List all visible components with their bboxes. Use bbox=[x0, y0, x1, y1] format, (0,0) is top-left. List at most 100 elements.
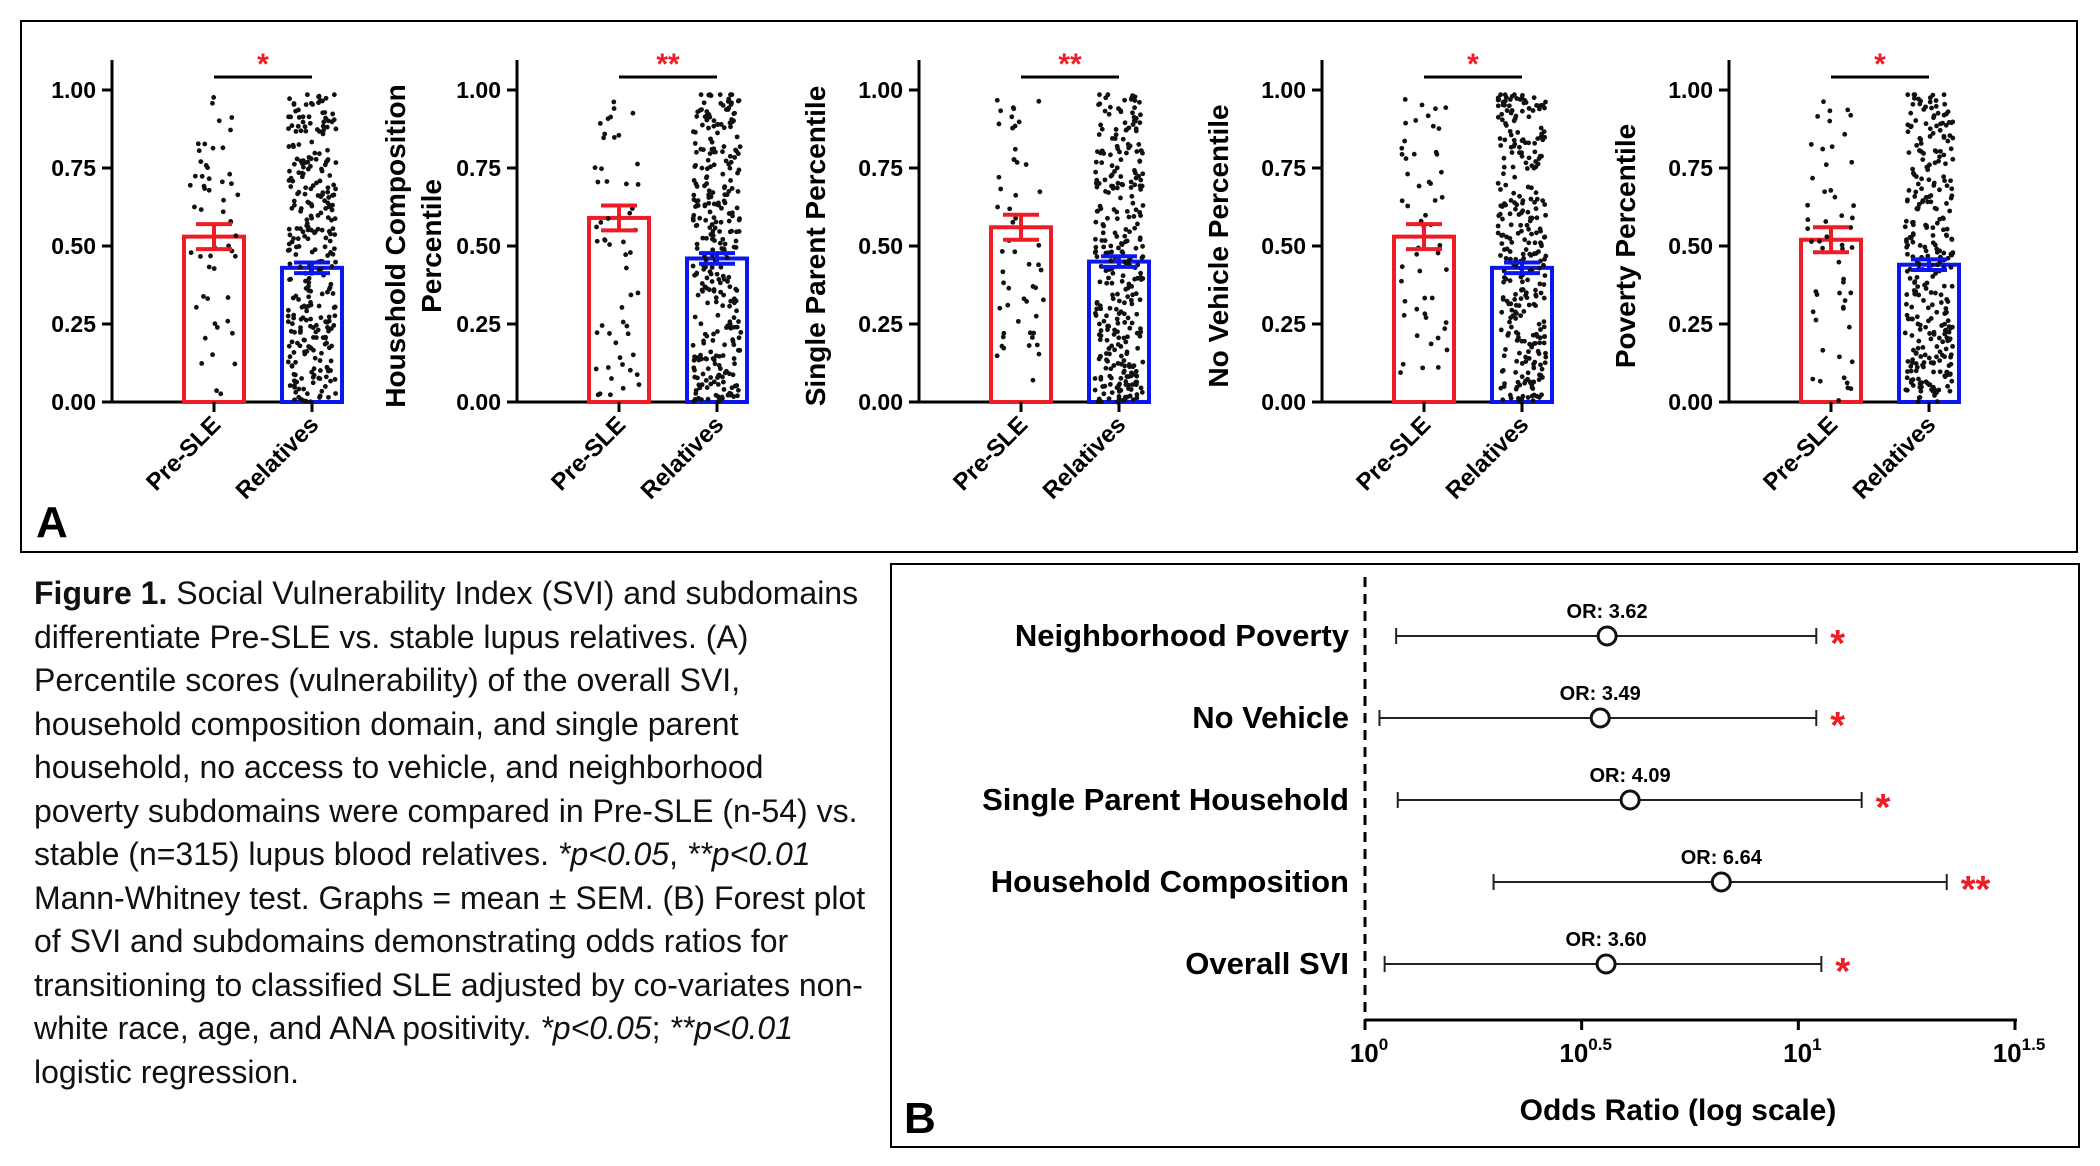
forest-row: Overall SVI OR: 3.60 * bbox=[1185, 929, 1850, 993]
data-point bbox=[1097, 203, 1103, 209]
data-point bbox=[308, 227, 314, 233]
data-point bbox=[193, 304, 199, 310]
data-point bbox=[1840, 246, 1845, 252]
data-point bbox=[1021, 296, 1027, 302]
data-point bbox=[292, 372, 298, 378]
data-point bbox=[332, 232, 338, 238]
data-point bbox=[1108, 258, 1114, 264]
data-point bbox=[1822, 189, 1828, 195]
data-point bbox=[1498, 203, 1504, 209]
data-point bbox=[1501, 155, 1507, 161]
data-point bbox=[1805, 226, 1811, 232]
data-point bbox=[706, 125, 711, 131]
data-point bbox=[1533, 159, 1539, 164]
data-point bbox=[1503, 123, 1509, 128]
data-point bbox=[702, 114, 708, 120]
data-point bbox=[1923, 104, 1928, 110]
data-point bbox=[1520, 251, 1526, 257]
data-point bbox=[302, 124, 308, 130]
data-point bbox=[1112, 347, 1118, 353]
data-point bbox=[720, 303, 726, 309]
data-point bbox=[1512, 297, 1518, 302]
data-point bbox=[205, 165, 210, 171]
y-tick-label: 0.25 bbox=[1261, 311, 1306, 337]
data-point bbox=[1118, 241, 1124, 246]
data-point bbox=[1005, 302, 1011, 308]
data-point bbox=[719, 205, 724, 211]
data-point bbox=[727, 120, 733, 126]
data-point bbox=[692, 314, 698, 320]
y-tick-label: 0.00 bbox=[1668, 389, 1713, 415]
data-point bbox=[305, 199, 311, 205]
data-point bbox=[199, 361, 205, 366]
data-point bbox=[1112, 136, 1118, 142]
data-point bbox=[1932, 148, 1938, 154]
data-point bbox=[1435, 250, 1441, 256]
data-point bbox=[1495, 230, 1501, 236]
data-point bbox=[1399, 145, 1405, 151]
data-point bbox=[1036, 351, 1042, 357]
data-point bbox=[1941, 152, 1947, 158]
data-point bbox=[291, 350, 297, 355]
data-point bbox=[1849, 159, 1855, 165]
data-point bbox=[317, 129, 322, 134]
data-point bbox=[1134, 149, 1140, 154]
significance-marker: * bbox=[1830, 705, 1845, 747]
data-point bbox=[1509, 108, 1515, 113]
data-point bbox=[700, 371, 706, 377]
data-point bbox=[630, 352, 636, 358]
data-point bbox=[1015, 318, 1021, 324]
data-point bbox=[1929, 387, 1934, 392]
data-point bbox=[1502, 201, 1507, 207]
y-tick-label: 1.00 bbox=[1261, 77, 1306, 103]
data-point bbox=[716, 363, 722, 368]
data-point bbox=[1507, 278, 1513, 284]
data-point bbox=[210, 145, 216, 151]
data-point bbox=[1137, 235, 1143, 241]
data-point bbox=[1125, 141, 1131, 147]
data-point bbox=[1535, 136, 1541, 142]
data-point bbox=[313, 322, 319, 328]
data-point bbox=[1908, 110, 1914, 116]
data-point bbox=[597, 121, 603, 126]
data-point bbox=[1403, 156, 1409, 162]
data-point bbox=[999, 249, 1005, 254]
data-point bbox=[1106, 396, 1112, 402]
data-point bbox=[628, 292, 634, 298]
data-point bbox=[1529, 231, 1534, 237]
data-point bbox=[293, 252, 299, 257]
data-point bbox=[1809, 239, 1814, 245]
data-point bbox=[1827, 118, 1833, 124]
data-point bbox=[710, 190, 716, 195]
data-point bbox=[218, 391, 224, 397]
data-point bbox=[1523, 354, 1528, 360]
data-point bbox=[1827, 108, 1833, 114]
data-point bbox=[731, 111, 737, 117]
odds-ratio-label: OR: 6.64 bbox=[1681, 847, 1763, 869]
data-point bbox=[1912, 280, 1917, 286]
data-point bbox=[1126, 281, 1132, 287]
data-point bbox=[220, 145, 226, 151]
data-point bbox=[331, 305, 337, 311]
data-point bbox=[1137, 158, 1143, 164]
data-point bbox=[711, 118, 717, 124]
data-point bbox=[310, 380, 316, 386]
data-point bbox=[705, 366, 711, 372]
data-point bbox=[1532, 199, 1537, 205]
data-point bbox=[1098, 399, 1104, 405]
y-tick-label: 0.75 bbox=[1261, 155, 1306, 181]
data-point bbox=[714, 271, 720, 277]
data-point bbox=[1903, 301, 1909, 307]
data-points bbox=[187, 95, 241, 397]
data-point bbox=[605, 365, 611, 370]
data-point bbox=[1103, 365, 1109, 371]
data-point bbox=[1848, 112, 1854, 118]
data-point bbox=[1109, 163, 1115, 169]
data-point bbox=[1915, 399, 1921, 405]
data-point bbox=[306, 294, 312, 300]
x-tick-label: Pre-SLE bbox=[141, 411, 226, 496]
bar-pre-sle bbox=[182, 234, 246, 404]
data-point bbox=[691, 212, 697, 218]
data-point bbox=[731, 315, 737, 321]
